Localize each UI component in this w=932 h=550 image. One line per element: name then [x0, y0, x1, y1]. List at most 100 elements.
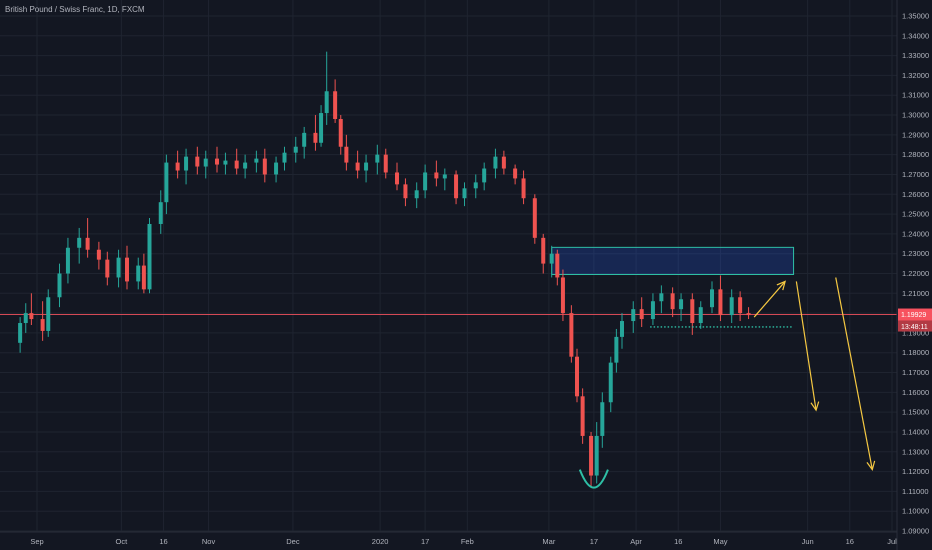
time-axis[interactable]: Sep Oct 16 Nov Dec 2020 17 Feb Mar 17 Apr 16 May Jun 1… [0, 531, 897, 546]
candle-body [243, 162, 248, 169]
price-tick-label: 1.10000 [902, 507, 929, 516]
candle-body [395, 172, 399, 185]
candle-body [85, 237, 90, 250]
candle-body [29, 313, 34, 320]
candle-body [164, 162, 169, 203]
candle-body [338, 119, 343, 147]
time-tick-label: Mar [542, 537, 555, 546]
candle-body [23, 313, 28, 324]
candle-up [116, 249, 121, 288]
chart-title: British Pound / Swiss Franc, 1D, FXCM [5, 5, 145, 14]
price-axis[interactable]: 1.35000 1.34000 1.33000 1.32000 1.31000 1.300… [896, 0, 932, 550]
candle-body [580, 396, 585, 436]
candle-down [395, 162, 399, 191]
time-tick-label: 2020 [372, 537, 389, 546]
candle-body [679, 299, 684, 310]
candle-down [639, 297, 644, 327]
candle-body [223, 160, 228, 165]
candle-body [729, 297, 734, 316]
candle-body [442, 174, 447, 179]
candle-down [29, 293, 34, 325]
candle-body [293, 146, 298, 153]
candle-body [195, 156, 200, 167]
countdown-value: 13:48:11 [901, 324, 928, 331]
arrow-head [776, 280, 787, 291]
candle-down [85, 218, 90, 258]
candle-body [403, 184, 408, 199]
resistance-zone [551, 246, 795, 275]
candle-body [614, 336, 619, 363]
time-tick-label: Oct [116, 537, 129, 546]
candle-down [125, 245, 129, 290]
candle-up [282, 146, 287, 171]
candle-body [96, 249, 101, 260]
candle-body [473, 182, 478, 189]
time-tick-label: Feb [461, 537, 474, 546]
candle-up [164, 154, 169, 215]
price-tick-label: 1.15000 [902, 408, 929, 417]
price-tick-label: 1.18000 [902, 348, 929, 357]
candle-up [473, 174, 478, 199]
candle-up [462, 182, 467, 207]
candle-up [77, 227, 82, 264]
candle-body [324, 91, 329, 114]
candle-down [690, 293, 695, 335]
candle-down [513, 164, 518, 185]
candles [18, 51, 751, 488]
candle-body [46, 297, 51, 331]
candle-body [659, 293, 664, 302]
candle-body [234, 160, 239, 169]
time-tick-label: Apr [630, 537, 642, 546]
candle-body [631, 309, 636, 322]
candle-up [302, 126, 307, 159]
arrow-shaft [753, 281, 786, 318]
candle-down [383, 148, 388, 179]
price-tick-label: 1.28000 [902, 150, 929, 159]
bottom-curve [578, 469, 609, 489]
candle-body [462, 188, 467, 199]
candle-down [541, 233, 546, 274]
candle-down [313, 115, 318, 151]
price-tick-label: 1.35000 [902, 12, 929, 21]
price-tick-label: 1.09000 [902, 527, 929, 536]
time-tick-label: 17 [421, 537, 429, 546]
candle-body [105, 259, 110, 278]
price-tick-label: 1.11000 [902, 487, 929, 496]
candle-up [158, 190, 163, 234]
time-tick-label: Jun [802, 537, 814, 546]
price-tick-label: 1.29000 [902, 130, 929, 139]
candle-up [293, 136, 298, 163]
candle-body [302, 132, 307, 147]
candle-body [710, 289, 714, 308]
candle-body [375, 154, 380, 163]
candle-body [262, 158, 267, 175]
candle-up [659, 285, 664, 314]
countdown-box [898, 320, 932, 332]
candle-body [364, 162, 369, 171]
candle-up [679, 293, 684, 322]
candle-down [738, 291, 743, 322]
candle-up [364, 154, 369, 183]
candle-up [414, 182, 419, 209]
price-tag-box [898, 308, 932, 321]
candle-up [650, 293, 655, 325]
candle-body [434, 172, 439, 179]
candle-body [158, 202, 163, 224]
candle-body [521, 178, 526, 199]
candle-body [589, 435, 594, 476]
candle-body [77, 237, 82, 248]
candle-body [215, 158, 219, 165]
candle-up [57, 263, 62, 308]
candle-body [414, 190, 419, 199]
candle-up [729, 289, 734, 324]
candle-down [718, 275, 723, 322]
candle-down [589, 431, 594, 488]
candle-up [203, 150, 208, 179]
candle-up [620, 313, 624, 349]
candle-down [40, 301, 45, 341]
candle-body [116, 257, 121, 278]
candle-up [274, 156, 279, 183]
candle-up [631, 301, 636, 333]
